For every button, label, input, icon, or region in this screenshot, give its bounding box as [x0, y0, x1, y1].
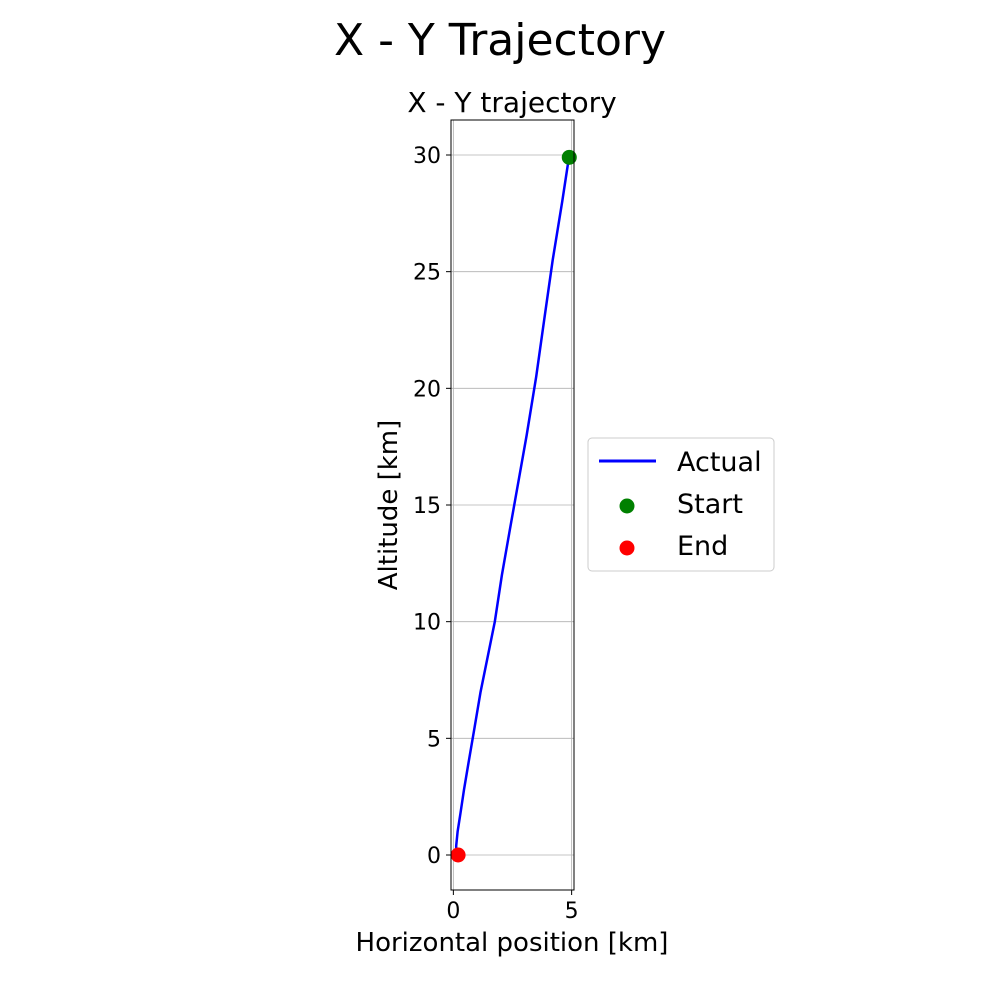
y-tick-label: 5	[427, 727, 441, 752]
x-axis-label: Horizontal position [km]	[356, 928, 669, 958]
y-tick-label: 25	[413, 261, 441, 286]
x-tick-label: 5	[565, 899, 579, 924]
y-tick-label: 10	[413, 611, 441, 636]
legend-label-actual: Actual	[677, 447, 762, 478]
x-tick-label: 0	[446, 899, 460, 924]
y-tick-label: 20	[413, 377, 441, 402]
axis-ticks: 0 5 10 15 20 25 30 0 5	[413, 144, 579, 924]
legend-label-start: Start	[677, 489, 743, 520]
legend-swatch-start	[619, 498, 635, 514]
legend-frame	[587, 437, 775, 572]
legend: Actual Start End	[587, 437, 775, 572]
legend-label-end: End	[677, 531, 728, 562]
point-start	[561, 149, 577, 165]
axes-title: X - Y trajectory	[407, 86, 616, 119]
y-tick-label: 0	[427, 844, 441, 869]
figure-title: X - Y Trajectory	[334, 15, 666, 66]
y-axis-label: Altitude [km]	[374, 420, 404, 591]
legend-swatch-end	[619, 540, 635, 556]
series-line-actual	[454, 154, 571, 855]
y-tick-label: 30	[413, 144, 441, 169]
plot-area	[450, 149, 577, 863]
point-end	[450, 847, 466, 863]
y-tick-label: 15	[413, 494, 441, 519]
